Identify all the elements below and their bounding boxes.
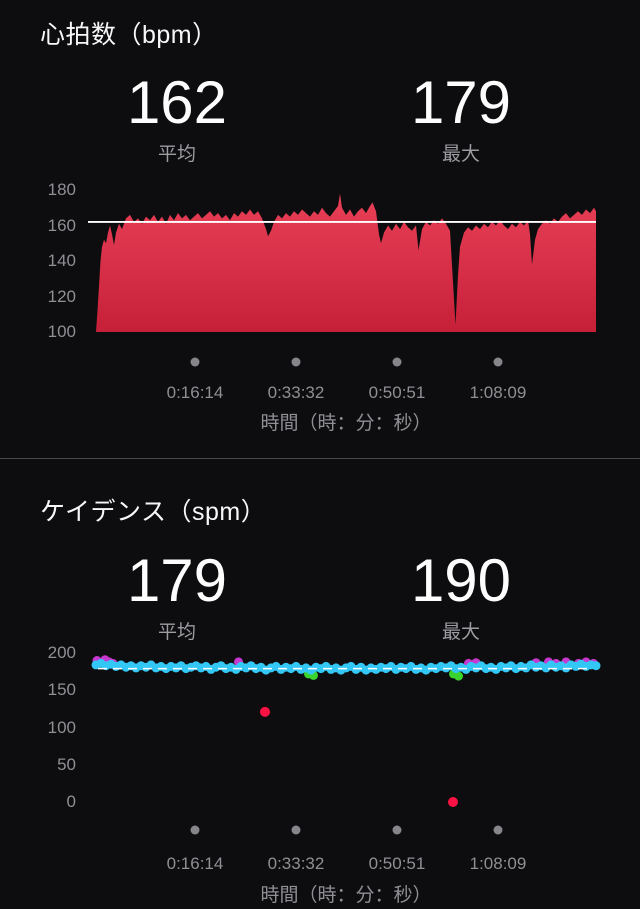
cad-x-axis-title: 時間（時：分：秒） xyxy=(260,885,432,906)
cad-y-tick-label: 200 xyxy=(47,643,76,662)
heart-rate-max-value: 179 xyxy=(410,69,512,136)
heart-rate-average-stat: 162 平均 xyxy=(77,72,277,166)
cad-y-tick-label: 100 xyxy=(47,717,76,737)
cadence-max-value: 190 xyxy=(410,547,512,614)
cadence-section-title: ケイデンス（spm） xyxy=(40,498,267,526)
heart-rate-average-label: 平均 xyxy=(157,144,196,165)
cad-x-axis-dot xyxy=(291,825,301,835)
cadence-dot-cyan xyxy=(591,661,601,671)
hr-y-tick-label: 140 xyxy=(47,251,76,270)
hr-x-axis-dot xyxy=(291,357,301,367)
hr-y-tick-label: 120 xyxy=(47,286,76,306)
heart-rate-area xyxy=(96,193,596,332)
hr-x-axis-dot xyxy=(392,357,402,367)
hr-x-tick-label: 0:16:14 xyxy=(166,383,224,402)
cad-x-tick-label: 1:08:09 xyxy=(469,854,527,873)
cadence-max-label: 最大 xyxy=(441,622,480,643)
cad-x-tick-label: 0:33:32 xyxy=(267,854,325,873)
hr-y-tick-label: 180 xyxy=(47,180,76,199)
cadence-dot-red xyxy=(260,706,270,717)
section-divider xyxy=(0,458,640,459)
heart-rate-average-value: 162 xyxy=(126,69,228,136)
cad-x-tick-label: 0:16:14 xyxy=(166,854,224,873)
hr-x-tick-label: 1:08:09 xyxy=(469,383,527,402)
cad-x-axis-dot xyxy=(493,825,503,835)
hr-y-tick-label: 160 xyxy=(47,215,76,235)
cad-y-tick-label: 50 xyxy=(57,754,76,774)
cad-x-axis-dot xyxy=(392,825,402,835)
hr-x-axis-dot xyxy=(190,357,200,367)
hr-y-tick-label: 100 xyxy=(47,322,76,341)
cadence-dot-green xyxy=(454,671,463,681)
cadence-dot-red xyxy=(448,797,458,807)
heart-rate-max-stat: 179 最大 xyxy=(361,72,561,166)
hr-x-tick-label: 0:33:32 xyxy=(267,383,325,402)
cad-y-tick-label: 150 xyxy=(47,680,76,700)
heart-rate-max-label: 最大 xyxy=(441,144,480,165)
cadence-chart-plot[interactable] xyxy=(91,655,601,835)
heart-rate-chart-plot[interactable] xyxy=(88,193,596,367)
cadence-max-stat: 190 最大 xyxy=(361,550,561,644)
hr-x-axis-title: 時間（時：分：秒） xyxy=(260,413,432,434)
hr-x-tick-label: 0:50:51 xyxy=(368,383,426,402)
cadence-average-label: 平均 xyxy=(157,622,196,643)
cadence-average-value: 179 xyxy=(126,547,228,614)
cadence-average-stat: 179 平均 xyxy=(77,550,277,644)
cad-x-axis-dot xyxy=(190,825,200,835)
cad-y-tick-label: 0 xyxy=(66,792,76,811)
cad-x-tick-label: 0:50:51 xyxy=(368,854,426,873)
hr-x-axis-dot xyxy=(493,357,503,367)
heart-rate-section-title: 心拍数（bpm） xyxy=(40,21,218,49)
